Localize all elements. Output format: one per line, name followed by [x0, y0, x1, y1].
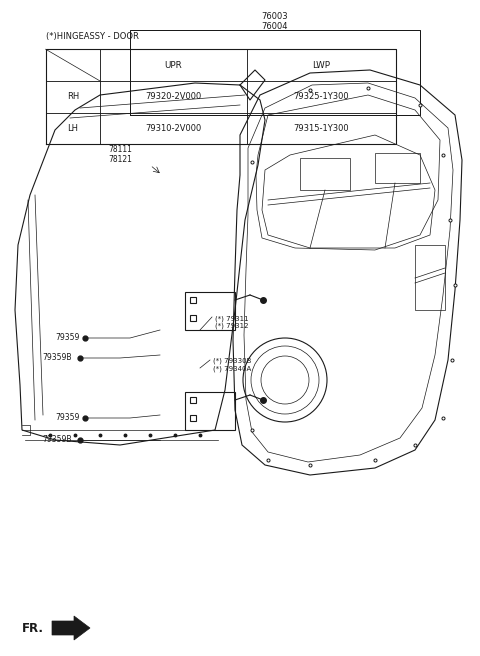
- Text: LH: LH: [67, 124, 78, 133]
- Text: LWP: LWP: [312, 60, 331, 70]
- Text: RH: RH: [67, 92, 79, 101]
- Text: (*)HINGEASSY - DOOR: (*)HINGEASSY - DOOR: [46, 32, 138, 41]
- Text: FR.: FR.: [22, 621, 44, 634]
- Text: 79315-1Y300: 79315-1Y300: [294, 124, 349, 133]
- Text: UPR: UPR: [165, 60, 182, 70]
- Text: (*) 79311
(*) 79312: (*) 79311 (*) 79312: [215, 315, 249, 329]
- Polygon shape: [52, 616, 90, 640]
- Text: 79310-2V000: 79310-2V000: [145, 124, 202, 133]
- Text: 79359B: 79359B: [42, 354, 72, 363]
- Text: 79359: 79359: [55, 413, 79, 422]
- Text: 79359B: 79359B: [42, 436, 72, 445]
- Text: 79320-2V000: 79320-2V000: [145, 92, 202, 101]
- Text: 76003
76004: 76003 76004: [262, 12, 288, 31]
- Text: 78111
78121: 78111 78121: [108, 145, 132, 165]
- Text: 79325-1Y300: 79325-1Y300: [294, 92, 349, 101]
- Text: (*) 79330B
(*) 79340A: (*) 79330B (*) 79340A: [213, 358, 252, 372]
- Text: 79359: 79359: [55, 333, 79, 342]
